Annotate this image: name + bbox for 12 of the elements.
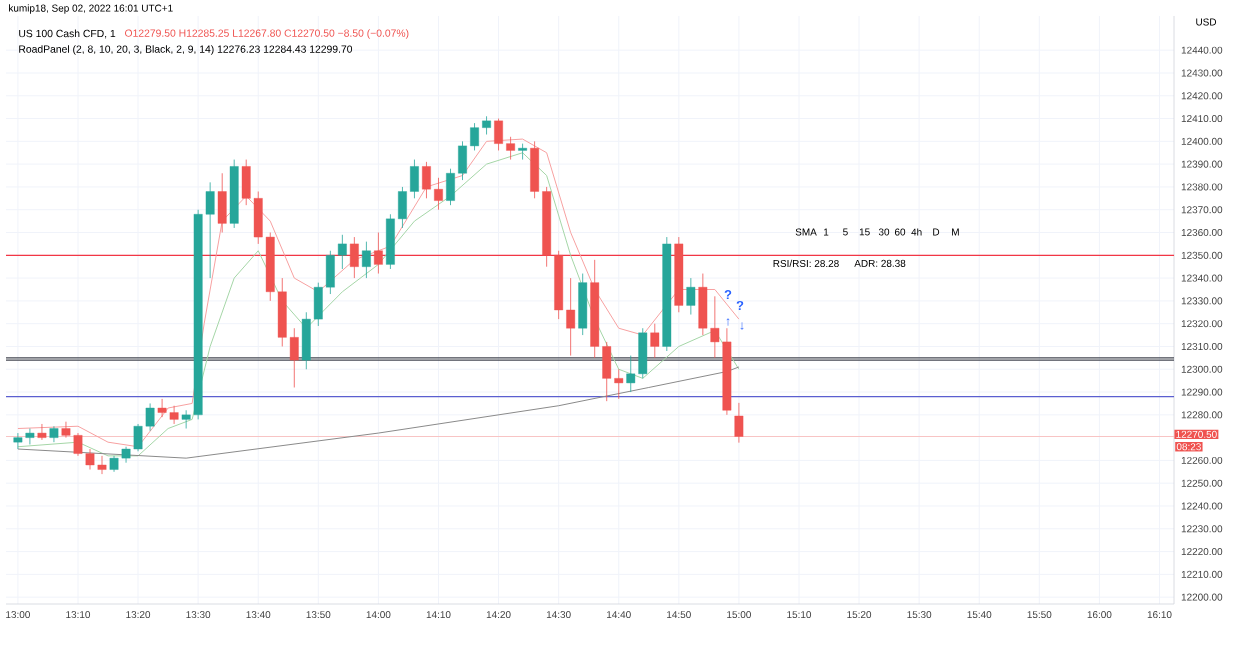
candlestick <box>734 402 744 444</box>
candlestick <box>361 241 371 279</box>
line-series <box>17 366 740 459</box>
candlestick <box>650 323 660 359</box>
candlestick <box>49 425 59 443</box>
candlestick <box>217 172 227 233</box>
candlestick <box>578 273 588 336</box>
candlestick <box>686 277 696 315</box>
candlestick <box>37 423 47 441</box>
candlestick <box>518 143 527 160</box>
candlestick <box>349 236 359 279</box>
candlestick <box>374 232 383 274</box>
